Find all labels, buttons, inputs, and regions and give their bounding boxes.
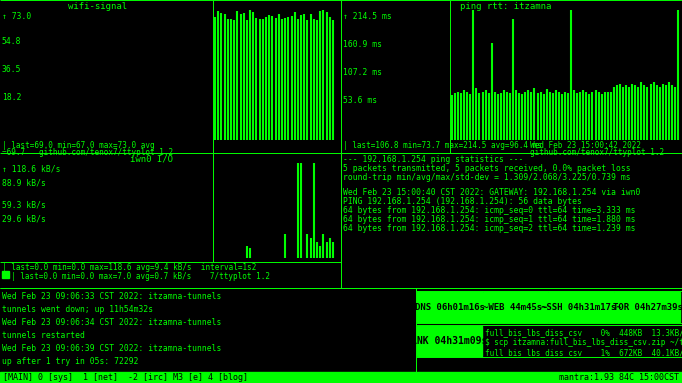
Text: wifi-signal: wifi-signal (68, 2, 127, 11)
Text: 59.3 kB/s: 59.3 kB/s (2, 200, 46, 209)
Text: ~WEB 44m45s~: ~WEB 44m45s~ (484, 303, 548, 311)
Text: tunnels went down; up 11h54m32s: tunnels went down; up 11h54m32s (2, 305, 153, 314)
Text: [MAIN] 0 [sys]  1 [net]  -2 [irc] M3 [e] 4 [blog]: [MAIN] 0 [sys] 1 [net] -2 [irc] M3 [e] 4… (3, 373, 248, 381)
Text: ↑ 118.6 kB/s: ↑ 118.6 kB/s (2, 165, 61, 174)
Text: =69.7   github.com/tenox7/ttyplot 1.2: =69.7 github.com/tenox7/ttyplot 1.2 (2, 148, 173, 157)
Text: | last=0.0 min=0.0 max=7.0 avg=0.7 kB/s    7/ttyplot 1.2: | last=0.0 min=0.0 max=7.0 avg=0.7 kB/s … (11, 272, 270, 281)
Text: | last=106.8 min=73.7 max=214.5 avg=96.4 ms: | last=106.8 min=73.7 max=214.5 avg=96.4… (343, 141, 542, 150)
Text: --- 192.168.1.254 ping statistics ---: --- 192.168.1.254 ping statistics --- (343, 155, 523, 164)
Text: Wed Feb 23 09:06:34 CST 2022: itzamna-tunnels: Wed Feb 23 09:06:34 CST 2022: itzamna-tu… (2, 318, 222, 327)
Text: | last=69.0 min=67.0 max=73.0 avg: | last=69.0 min=67.0 max=73.0 avg (2, 141, 155, 150)
Text: DNS 06h01m16s: DNS 06h01m16s (415, 303, 484, 311)
Text: 5 packets transmitted, 5 packets received, 0.0% packet loss: 5 packets transmitted, 5 packets receive… (343, 164, 631, 173)
Text: ↑ 214.5 ms: ↑ 214.5 ms (343, 12, 391, 21)
Bar (549, 292, 614, 322)
Text: 107.2 ms: 107.2 ms (343, 68, 382, 77)
Text: Wed Feb 23 09:06:39 CST 2022: itzamna-tunnels: Wed Feb 23 09:06:39 CST 2022: itzamna-tu… (2, 344, 222, 353)
Text: 64 bytes from 192.168.1.254: icmp_seq=1 ttl=64 time=1.880 ms: 64 bytes from 192.168.1.254: icmp_seq=1 … (343, 215, 636, 224)
Text: LNK 04h31m09s: LNK 04h31m09s (411, 336, 488, 346)
Text: 160.9 ms: 160.9 ms (343, 40, 382, 49)
Text: 64 bytes from 192.168.1.254: icmp_seq=2 ttl=64 time=1.239 ms: 64 bytes from 192.168.1.254: icmp_seq=2 … (343, 224, 636, 233)
Text: 36.5: 36.5 (2, 65, 22, 74)
Bar (0, 372, 682, 383)
Text: | last=0.0 min=0.0 max=118.6 avg=9.4 kB/s  interval=1s2: | last=0.0 min=0.0 max=118.6 avg=9.4 kB/… (2, 263, 256, 272)
Text: Wed Feb 23 09:06:33 CST 2022: itzamna-tunnels: Wed Feb 23 09:06:33 CST 2022: itzamna-tu… (2, 292, 222, 301)
Text: ↑ 73.0: ↑ 73.0 (2, 12, 31, 21)
Bar (2, 271, 9, 278)
Bar (417, 326, 482, 356)
Text: full_bis_lbs_diss_csv    0%  448KB  13.3KB/s   59:43 ETA^: full_bis_lbs_diss_csv 0% 448KB 13.3KB/s … (485, 328, 682, 337)
Text: 53.6 ms: 53.6 ms (343, 96, 377, 105)
Text: round-trip min/avg/max/std-dev = 1.309/2.068/3.225/0.739 ms: round-trip min/avg/max/std-dev = 1.309/2… (343, 173, 631, 182)
Text: full_bis_lbs_diss_csv    1%  672KB  40.1KB/s   19:39 ETA: full_bis_lbs_diss_csv 1% 672KB 40.1KB/s … (485, 348, 682, 357)
Text: mantra:1.93 84C 15:00CST: mantra:1.93 84C 15:00CST (559, 373, 679, 381)
Text: 29.6 kB/s: 29.6 kB/s (2, 215, 46, 224)
Bar (615, 292, 680, 322)
Text: 64 bytes from 192.168.1.254: icmp_seq=0 ttl=64 time=3.333 ms: 64 bytes from 192.168.1.254: icmp_seq=0 … (343, 206, 636, 215)
Text: ~SSH 04h31m17s~: ~SSH 04h31m17s~ (542, 303, 622, 311)
Text: 54.8: 54.8 (2, 37, 22, 46)
Text: Wed Feb 23 15:00:42 2022: Wed Feb 23 15:00:42 2022 (530, 141, 641, 150)
Text: github.com/tenox7/ttyplot 1.2: github.com/tenox7/ttyplot 1.2 (530, 148, 664, 157)
Text: Wed Feb 23 15:00:40 CST 2022: GATEWAY: 192.168.1.254 via iwn0: Wed Feb 23 15:00:40 CST 2022: GATEWAY: 1… (343, 188, 640, 197)
Text: 88.9 kB/s: 88.9 kB/s (2, 178, 46, 187)
Text: 18.2: 18.2 (2, 93, 22, 102)
Bar (417, 292, 482, 322)
Text: ping rtt: itzamna: ping rtt: itzamna (460, 2, 551, 11)
Text: $ scp itzamna:full_bis_lbs_diss_csv.zip ~/tmp: $ scp itzamna:full_bis_lbs_diss_csv.zip … (485, 338, 682, 347)
Text: TOR 04h27m39s: TOR 04h27m39s (612, 303, 682, 311)
Bar (483, 292, 548, 322)
Text: iwn0 I/O: iwn0 I/O (130, 155, 173, 164)
Text: up after 1 try in 05s: 72292: up after 1 try in 05s: 72292 (2, 357, 138, 366)
Text: tunnels restarted: tunnels restarted (2, 331, 85, 340)
Text: PING 192.168.1.254 (192.168.1.254): 56 data bytes: PING 192.168.1.254 (192.168.1.254): 56 d… (343, 197, 582, 206)
